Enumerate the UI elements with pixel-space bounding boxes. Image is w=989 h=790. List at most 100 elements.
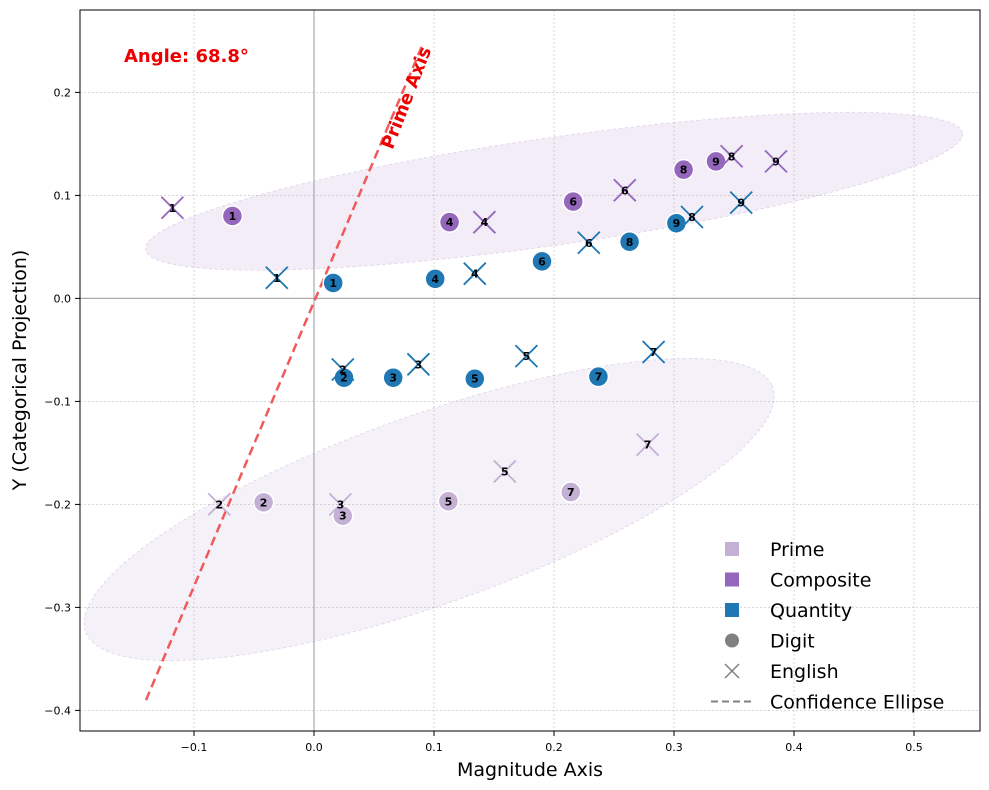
quantity-digit-marker bbox=[382, 366, 404, 389]
point-label: 5 bbox=[523, 350, 531, 363]
quantity-digit-marker bbox=[464, 367, 486, 390]
point-label: 5 bbox=[471, 373, 479, 386]
point-label: 8 bbox=[728, 150, 736, 163]
angle-annotation: Angle: 68.8° bbox=[124, 46, 249, 67]
composite-english-marker bbox=[160, 196, 185, 220]
legend-swatch bbox=[724, 663, 740, 679]
legend-label: Confidence Ellipse bbox=[770, 692, 944, 714]
quantity-digit-point: 4 bbox=[424, 268, 446, 290]
x-tick-label: −0.1 bbox=[181, 741, 208, 754]
quantity-digit-marker bbox=[322, 272, 344, 294]
legend-swatch bbox=[725, 572, 739, 587]
quantity-english-point: 5 bbox=[514, 344, 539, 368]
legend-label: Digit bbox=[770, 631, 815, 653]
legend-entry: English bbox=[724, 661, 839, 683]
point-label: 8 bbox=[688, 211, 696, 224]
prime-english-point: 2 bbox=[207, 492, 231, 517]
point-label: 5 bbox=[445, 495, 453, 508]
point-label: 6 bbox=[621, 184, 629, 197]
point-label: 6 bbox=[569, 196, 577, 209]
x-tick-label: 0.4 bbox=[785, 741, 803, 754]
legend: Prime Composite Quantity Digit English Confid… bbox=[711, 539, 944, 714]
point-label: 3 bbox=[337, 498, 345, 511]
y-tick-label: 0.2 bbox=[54, 86, 72, 99]
point-label: 7 bbox=[567, 486, 575, 499]
point-label: 2 bbox=[215, 498, 223, 511]
prime-english-point: 5 bbox=[493, 459, 517, 484]
composite-digit-point: 1 bbox=[221, 205, 244, 227]
composite-english-marker bbox=[764, 149, 788, 174]
grid bbox=[80, 10, 980, 731]
point-label: 6 bbox=[585, 237, 593, 250]
prime-digit-point: 5 bbox=[437, 490, 460, 513]
prime-english-marker bbox=[635, 433, 660, 457]
x-axis-title: Magnitude Axis bbox=[457, 759, 603, 781]
quantity-digit-marker bbox=[587, 365, 610, 388]
prime-digit-marker bbox=[437, 490, 460, 513]
point-label: 2 bbox=[339, 363, 347, 376]
legend-label: English bbox=[770, 661, 839, 683]
quantity-english-point: 7 bbox=[641, 340, 666, 364]
composite-english-point: 4 bbox=[472, 210, 497, 234]
x-tick-label: 0.2 bbox=[545, 741, 563, 754]
point-label: 1 bbox=[169, 202, 177, 215]
composite-english-marker bbox=[613, 178, 637, 202]
prime-english-marker bbox=[207, 492, 231, 517]
quantity-digit-point: 8 bbox=[618, 231, 641, 253]
point-label: 3 bbox=[389, 372, 397, 385]
legend-entry: Composite bbox=[725, 570, 871, 592]
point-label: 5 bbox=[501, 465, 509, 478]
quantity-english-marker bbox=[514, 344, 539, 368]
y-tick-label: 0.1 bbox=[54, 189, 72, 202]
y-tick-label: −0.3 bbox=[44, 601, 71, 614]
prime-digit-point: 7 bbox=[560, 481, 582, 503]
point-label: 4 bbox=[431, 273, 439, 286]
point-label: 7 bbox=[644, 439, 652, 452]
composite-digit-marker bbox=[438, 211, 461, 233]
legend-entry: Prime bbox=[725, 539, 824, 561]
point-label: 4 bbox=[481, 216, 489, 229]
legend-swatch bbox=[725, 542, 739, 556]
legend-label: Quantity bbox=[770, 600, 852, 622]
quantity-english-marker bbox=[265, 266, 289, 290]
legend-entry: Confidence Ellipse bbox=[711, 692, 944, 714]
prime-digit-point: 2 bbox=[252, 491, 275, 514]
composite-digit-marker bbox=[672, 158, 695, 181]
point-label: 7 bbox=[595, 371, 603, 384]
point-label: 2 bbox=[260, 496, 268, 509]
y-axis-title: Y (Categorical Projection) bbox=[9, 250, 31, 492]
legend-entry: Quantity bbox=[725, 600, 852, 622]
quantity-english-marker bbox=[641, 340, 666, 364]
legend-entry: Digit bbox=[725, 631, 815, 653]
quantity-english-point: 3 bbox=[406, 352, 431, 376]
legend-label: Prime bbox=[770, 539, 824, 561]
quantity-digit-point: 1 bbox=[322, 272, 344, 294]
quantity-english-marker bbox=[577, 231, 601, 255]
quantity-english-marker bbox=[729, 190, 753, 215]
quantity-digit-marker bbox=[424, 268, 446, 290]
composite-english-marker bbox=[472, 210, 497, 234]
point-label: 4 bbox=[446, 216, 454, 229]
y-tick-label: −0.2 bbox=[44, 498, 71, 511]
point-label: 6 bbox=[538, 255, 546, 268]
composite-digit-point: 9 bbox=[705, 150, 727, 173]
quantity-english-point: 9 bbox=[729, 190, 753, 215]
x-tick-label: 0.0 bbox=[305, 741, 323, 754]
point-label: 1 bbox=[273, 272, 281, 285]
prime-english-point: 3 bbox=[328, 492, 353, 517]
quantity-english-point: 1 bbox=[265, 266, 289, 290]
point-label: 2 bbox=[340, 372, 348, 385]
prime-english-point: 7 bbox=[635, 433, 660, 457]
prime-axis-line bbox=[144, 45, 424, 701]
quantity-english-point: 8 bbox=[680, 205, 704, 229]
quantity-english-marker bbox=[680, 205, 704, 229]
quantity-digit-marker bbox=[531, 250, 553, 273]
point-label: 3 bbox=[339, 510, 347, 523]
composite-english-point: 1 bbox=[160, 196, 185, 220]
quantity-english-marker bbox=[406, 352, 431, 376]
composite-english-point: 9 bbox=[764, 149, 788, 174]
point-label: 7 bbox=[650, 346, 658, 359]
quantity-english-point: 4 bbox=[463, 262, 487, 286]
